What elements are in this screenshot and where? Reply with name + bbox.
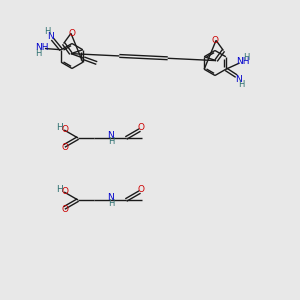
Text: O: O — [61, 143, 69, 152]
Text: NH: NH — [35, 43, 49, 52]
Text: NH: NH — [236, 58, 249, 67]
Text: O: O — [61, 206, 69, 214]
Text: N: N — [47, 32, 54, 40]
Text: H: H — [238, 80, 244, 88]
Text: H: H — [56, 124, 62, 133]
Text: H: H — [56, 185, 62, 194]
Text: H: H — [108, 136, 114, 146]
Text: H: H — [108, 199, 114, 208]
Text: O: O — [61, 125, 69, 134]
Text: O: O — [212, 36, 219, 45]
Text: N: N — [108, 130, 114, 140]
Text: N: N — [235, 75, 242, 84]
Text: O: O — [137, 122, 144, 131]
Text: O: O — [137, 184, 144, 194]
Text: H: H — [35, 49, 41, 58]
Text: H: H — [243, 53, 250, 62]
Text: O: O — [61, 188, 69, 196]
Text: H: H — [44, 27, 51, 36]
Text: N: N — [108, 193, 114, 202]
Text: O: O — [68, 29, 75, 38]
